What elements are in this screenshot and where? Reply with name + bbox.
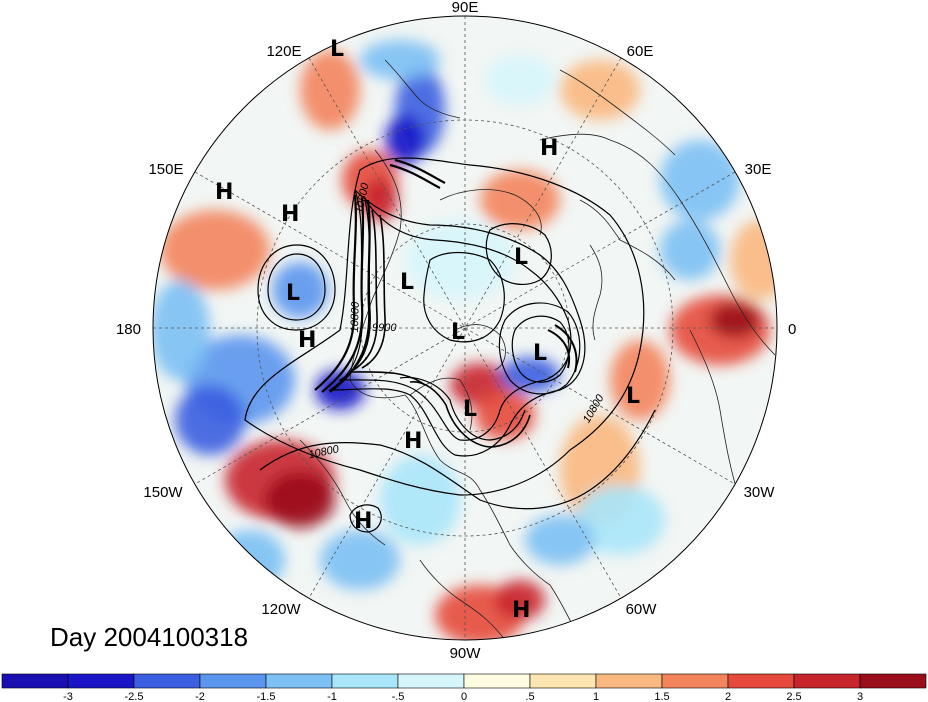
colorbar-tick-label: 1 [593, 691, 599, 702]
anomaly-blob [660, 220, 720, 280]
anomaly-blob [500, 357, 560, 393]
colorbar-swatch [199, 673, 267, 689]
lon-label-150e: 150E [148, 161, 183, 178]
anomaly-blob [405, 220, 515, 300]
colorbar-tick-label: 2 [725, 691, 731, 702]
anomaly-blob [320, 530, 400, 590]
pressure-center-high: H [215, 180, 233, 205]
colorbar-swatch [595, 673, 663, 689]
lon-label-30e: 30E [745, 161, 772, 178]
colorbar-swatch [529, 673, 597, 689]
anomaly-blob [485, 55, 555, 105]
anomaly-blob [495, 580, 545, 620]
colorbar-tick-label: -3 [63, 691, 73, 702]
pressure-center-low: L [400, 270, 414, 295]
pressure-center-low: L [626, 384, 640, 409]
colorbar-swatch [1, 673, 69, 689]
pressure-center-low: L [533, 341, 547, 366]
pressure-center-low: L [514, 245, 528, 270]
colorbar-swatch [859, 673, 927, 689]
contour-label: 9900 [372, 322, 397, 334]
lon-label-60w: 60W [626, 601, 658, 618]
anomaly-blob [730, 220, 777, 300]
colorbar-tick-label: -2.5 [125, 691, 144, 702]
anomaly-blob [360, 40, 440, 80]
anomaly-blob [160, 210, 270, 290]
colorbar-swatch [727, 673, 795, 689]
anomaly-blob [560, 60, 640, 120]
colorbar-swatch [67, 673, 135, 689]
colorbar-swatch [793, 673, 861, 689]
lon-label-120w: 120W [261, 601, 301, 618]
contour-label: 10800 [349, 301, 362, 333]
colorbar-tick-label: 3 [857, 691, 863, 702]
anomaly-blob [385, 115, 425, 165]
anomaly-blob [525, 515, 595, 565]
pressure-center-low: L [330, 37, 344, 62]
colorbar-tick-label: 1.5 [654, 691, 669, 702]
colorbar-swatch [463, 673, 531, 689]
pressure-centers: L H H H L H L L L L L L H H H [215, 37, 640, 623]
anomaly-blob [575, 485, 665, 555]
height-contours [244, 157, 656, 533]
colorbar-tick-label: 0 [461, 691, 467, 702]
pressure-center-high: H [404, 429, 422, 454]
anomaly-blob [272, 262, 328, 318]
anomaly-blob [710, 302, 760, 338]
colorbar-swatch [661, 673, 729, 689]
anomaly-blob [610, 340, 670, 420]
colorbar-tick-label: 2.5 [786, 691, 801, 702]
colorbar-tick-label: -1.5 [257, 691, 276, 702]
lon-label-90w: 90W [450, 645, 482, 662]
anomaly-blob [265, 472, 335, 528]
pressure-center-low: L [463, 397, 477, 422]
colorbar-swatch [397, 673, 465, 689]
colorbar-tick-label: -1 [327, 691, 337, 702]
pressure-center-high: H [298, 328, 316, 353]
anomaly-blob [153, 280, 210, 380]
pressure-center-high: H [540, 136, 558, 161]
lon-label-60e: 60E [627, 43, 654, 60]
colorbar: -3 -2.5 -2 -1.5 -1 -.5 0 .5 1 1.5 2 2.5 3 [1, 673, 927, 702]
anomaly-blob [362, 178, 398, 222]
day-label: Day 2004100318 [50, 622, 248, 652]
colorbar-swatch [331, 673, 399, 689]
pressure-center-low: L [286, 281, 300, 306]
anomaly-blob [380, 455, 460, 545]
lon-label-30w: 30W [744, 484, 776, 501]
pressure-center-high: H [512, 598, 530, 623]
colorbar-tick-label: .5 [525, 691, 534, 702]
colorbar-swatch [133, 673, 201, 689]
lon-label-90e: 90E [452, 0, 479, 16]
anomaly-blob [475, 390, 535, 440]
anomaly-blob [175, 385, 245, 455]
longitude-labels: 90E 60E 30E 0 30W 60W 90W 120W 150W 180 … [116, 0, 796, 662]
lon-label-150w: 150W [143, 484, 183, 501]
pressure-center-high: H [281, 202, 299, 227]
lon-label-0: 0 [788, 321, 796, 338]
lon-label-120e: 120E [266, 43, 301, 60]
lon-label-180: 180 [116, 321, 141, 338]
anomaly-blob [300, 50, 360, 130]
anomaly-blob [215, 530, 285, 590]
pressure-center-low: L [451, 320, 465, 345]
globe-boundary [152, 15, 778, 641]
colorbar-tick-label: -2 [195, 691, 205, 702]
anomaly-blob [480, 170, 560, 230]
colorbar-tick-label: -.5 [392, 691, 405, 702]
graticule [153, 16, 777, 640]
colorbar-swatch [265, 673, 333, 689]
pressure-center-high: H [354, 509, 372, 534]
